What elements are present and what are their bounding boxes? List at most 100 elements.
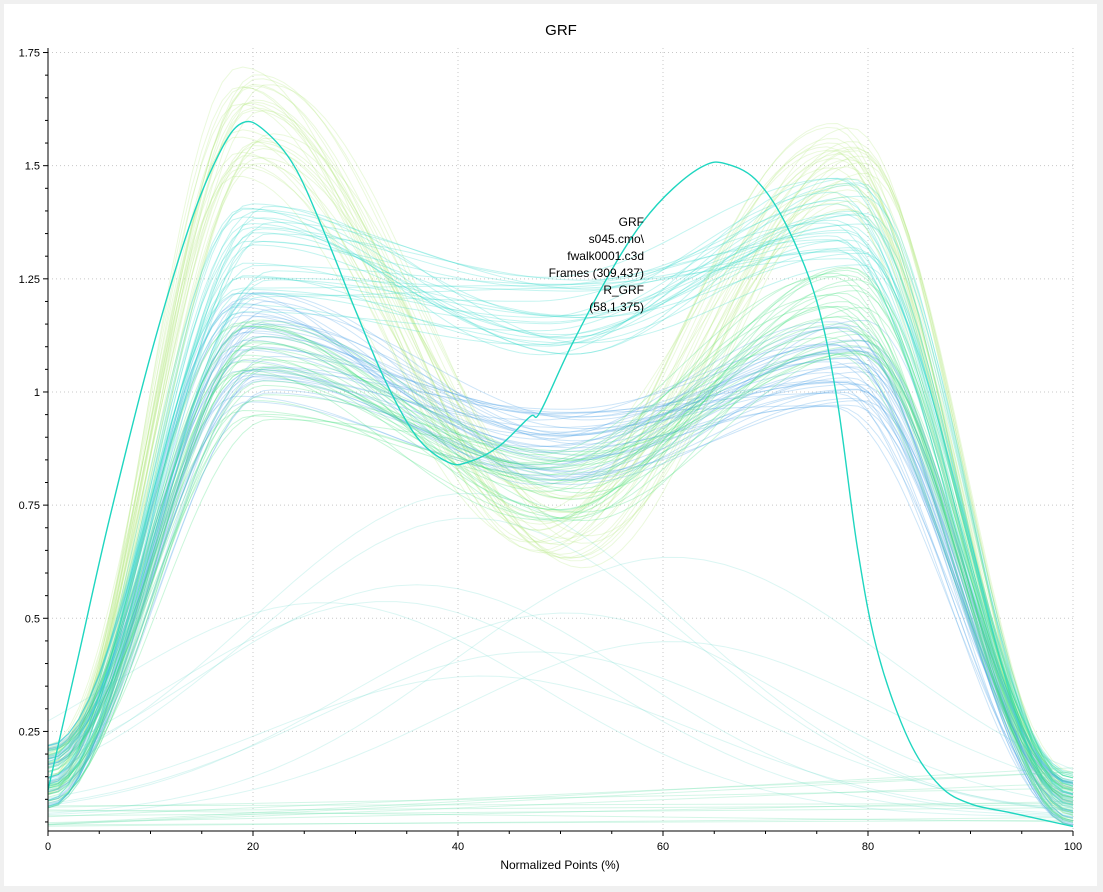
background-trace bbox=[47, 177, 1074, 815]
chart-title: GRF bbox=[545, 22, 577, 39]
background-trace bbox=[47, 339, 1074, 779]
background-trace bbox=[47, 300, 1074, 784]
background-trace bbox=[47, 305, 1074, 798]
background-trace bbox=[47, 266, 1074, 802]
background-trace bbox=[47, 292, 1074, 822]
background-trace bbox=[47, 214, 1074, 810]
x-axis-title: Normalized Points (%) bbox=[500, 858, 619, 872]
tooltip-line: GRF bbox=[619, 215, 644, 229]
background-trace bbox=[47, 184, 1074, 786]
background-trace bbox=[47, 492, 1074, 812]
background-trace bbox=[47, 517, 1074, 812]
background-trace bbox=[47, 137, 1074, 822]
x-tick-label: 0 bbox=[45, 841, 51, 853]
background-trace bbox=[47, 325, 1074, 794]
tooltip-line: (58,1.375) bbox=[589, 300, 644, 314]
background-trace bbox=[47, 126, 1074, 822]
background-trace bbox=[47, 315, 1074, 816]
background-trace bbox=[47, 306, 1074, 822]
background-trace bbox=[47, 392, 1074, 791]
background-trace bbox=[47, 802, 1074, 807]
background-trace bbox=[47, 102, 1074, 791]
background-trace bbox=[47, 817, 1074, 827]
background-trace bbox=[47, 199, 1074, 787]
chart-frame: 0 20 40 60 80 100 0.25 0.5 0.75 1 1.25 1.5 1.75 GRF … bbox=[4, 4, 1097, 886]
background-trace bbox=[47, 258, 1074, 803]
background-trace bbox=[47, 344, 1074, 826]
background-trace bbox=[47, 279, 1074, 802]
background-trace bbox=[47, 330, 1074, 795]
background-trace bbox=[47, 349, 1074, 807]
background-trace bbox=[47, 348, 1074, 805]
background-trace bbox=[47, 327, 1074, 795]
y-tick-label: 1 bbox=[34, 387, 40, 399]
grid-lines bbox=[48, 48, 1074, 831]
background-trace bbox=[47, 85, 1074, 773]
x-tick-label: 20 bbox=[247, 841, 259, 853]
background-trace bbox=[47, 249, 1074, 809]
background-trace bbox=[47, 366, 1074, 824]
background-trace bbox=[47, 306, 1074, 827]
background-trace bbox=[47, 226, 1074, 820]
background-trace bbox=[47, 612, 1074, 806]
background-trace bbox=[47, 149, 1074, 796]
highlighted-trace[interactable] bbox=[47, 120, 1074, 828]
background-trace bbox=[47, 274, 1074, 827]
background-trace bbox=[47, 332, 1074, 814]
background-trace bbox=[47, 308, 1074, 819]
background-trace bbox=[47, 339, 1074, 789]
background-trace bbox=[47, 269, 1074, 796]
background-trace bbox=[47, 290, 1074, 792]
y-tick-label: 1.25 bbox=[19, 274, 40, 286]
background-trace bbox=[47, 205, 1074, 807]
grf-chart[interactable]: 0 20 40 60 80 100 0.25 0.5 0.75 1 1.25 1.5 1.75 GRF … bbox=[4, 4, 1097, 886]
background-trace bbox=[47, 147, 1074, 812]
background-trace bbox=[47, 203, 1074, 783]
background-trace bbox=[47, 311, 1074, 788]
background-trace bbox=[47, 367, 1074, 823]
background-trace bbox=[47, 203, 1074, 800]
background-trace bbox=[47, 141, 1074, 789]
background-trace bbox=[47, 195, 1074, 789]
background-trace bbox=[47, 267, 1074, 784]
background-trace bbox=[47, 252, 1074, 812]
background-trace bbox=[47, 327, 1074, 826]
background-trace bbox=[47, 368, 1074, 801]
background-trace bbox=[47, 298, 1074, 785]
tooltip-line: R_GRF bbox=[603, 283, 644, 297]
background-trace bbox=[47, 782, 1074, 826]
background-trace bbox=[47, 166, 1074, 803]
background-trace bbox=[47, 323, 1074, 791]
background-trace bbox=[47, 326, 1074, 808]
background-trace bbox=[47, 213, 1074, 783]
background-trace bbox=[47, 136, 1074, 796]
background-trace bbox=[47, 182, 1074, 795]
background-trace bbox=[47, 319, 1074, 803]
background-trace bbox=[47, 275, 1074, 799]
background-trace bbox=[47, 345, 1074, 806]
background-trace bbox=[47, 219, 1074, 779]
background-trace bbox=[47, 240, 1074, 793]
tooltip-line: s045.cmo\ bbox=[589, 232, 645, 246]
background-trace bbox=[47, 800, 1074, 824]
background-trace bbox=[47, 141, 1074, 805]
highlighted-series-line[interactable] bbox=[47, 120, 1074, 828]
background-trace bbox=[47, 222, 1074, 779]
background-trace bbox=[47, 343, 1074, 799]
background-trace bbox=[47, 66, 1074, 804]
x-tick-label: 60 bbox=[657, 841, 669, 853]
background-trace bbox=[47, 323, 1074, 804]
background-trace bbox=[47, 352, 1074, 801]
background-trace bbox=[47, 210, 1074, 808]
background-trace bbox=[47, 284, 1074, 809]
background-trace bbox=[47, 327, 1074, 826]
background-trace bbox=[47, 103, 1074, 792]
background-trace bbox=[47, 651, 1074, 811]
y-tick-label: 1.5 bbox=[25, 161, 40, 173]
y-tick-label: 0.5 bbox=[25, 613, 40, 625]
background-trace bbox=[47, 787, 1074, 808]
background-trace bbox=[47, 247, 1074, 787]
background-trace bbox=[47, 346, 1074, 802]
background-trace bbox=[47, 213, 1074, 798]
background-trace bbox=[47, 344, 1074, 785]
